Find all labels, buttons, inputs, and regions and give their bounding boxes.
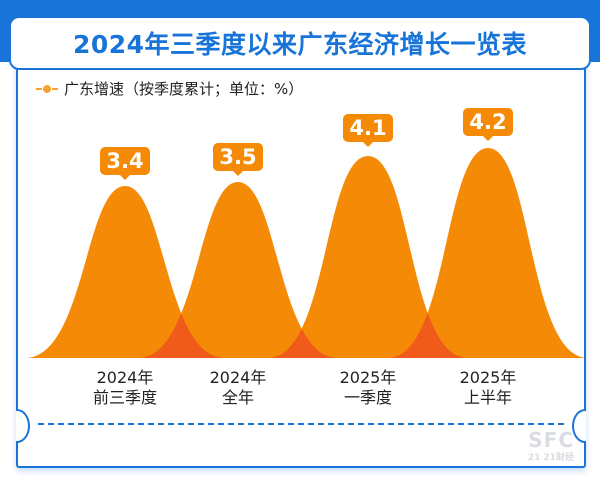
category-label-4: 2025年 上半年 [459,368,517,407]
bell-bar-3 [268,156,468,358]
dashed-line-dot-icon [36,84,58,94]
bell-bar-1 [25,186,225,358]
bell-bar-2 [138,182,338,358]
legend-label: 广东增速（按季度累计；单位：%） [64,80,304,98]
category-label-3: 2025年 一季度 [339,368,397,407]
category-label-2: 2024年 全年 [209,368,267,407]
bell-bar-4 [388,148,588,358]
chart-legend: 广东增速（按季度累计；单位：%） [36,78,303,99]
category-label-1: 2024年 前三季度 [92,368,157,407]
data-label-2: 3.5 [213,143,263,176]
dashed-divider [38,423,564,425]
data-label-1: 3.4 [100,147,150,180]
watermark-logo: SFC 21 21财经 [527,428,574,463]
data-label-3: 4.1 [343,114,393,147]
page-title: 2024年三季度以来广东经济增长一览表 [72,30,528,59]
data-label-4: 4.2 [463,108,513,141]
title-banner: 2024年三季度以来广东经济增长一览表 [9,16,591,70]
